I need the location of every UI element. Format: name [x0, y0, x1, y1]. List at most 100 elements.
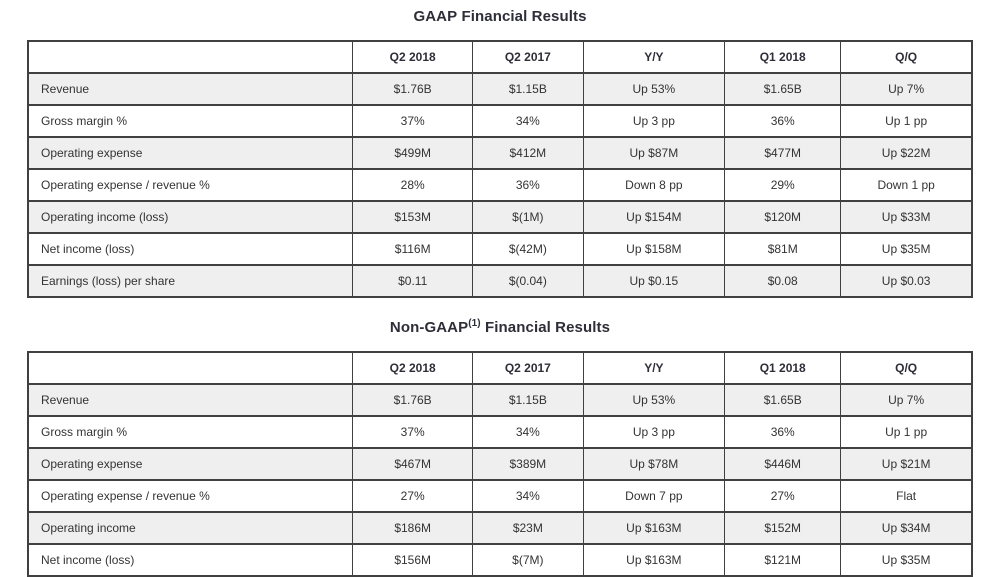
- row-label-header: [27, 351, 354, 385]
- value-cell: Down 8 pp: [582, 168, 726, 202]
- row-label: Operating income (loss): [27, 200, 354, 234]
- column-header: Q/Q: [840, 351, 973, 385]
- title-text: Financial Results: [457, 8, 587, 25]
- value-cell: $120M: [724, 200, 842, 234]
- value-cell: 34%: [472, 104, 584, 138]
- value-cell: 28%: [352, 168, 474, 202]
- value-cell: $152M: [724, 511, 842, 545]
- row-label-header: [27, 40, 354, 74]
- value-cell: 36%: [724, 104, 842, 138]
- row-label: Gross margin %: [27, 415, 354, 449]
- value-cell: Flat: [840, 479, 973, 513]
- table-row: Operating income (loss) $153M $(1M) Up $154…: [27, 200, 973, 234]
- value-cell: Up $78M: [582, 447, 726, 481]
- row-label: Net income (loss): [27, 232, 354, 266]
- value-cell: Up 53%: [582, 383, 726, 417]
- row-label: Operating expense: [27, 447, 354, 481]
- value-cell: $186M: [352, 511, 474, 545]
- column-header: Q/Q: [840, 40, 973, 74]
- value-cell: Up $154M: [582, 200, 726, 234]
- header-row: Q2 2018 Q2 2017 Y/Y Q1 2018 Q/Q: [27, 40, 973, 74]
- table-row: Gross margin % 37% 34% Up 3 pp 36% Up 1 pp: [27, 415, 973, 449]
- table-body: Revenue $1.76B $1.15B Up 53% $1.65B Up 7% Gros…: [27, 72, 973, 298]
- value-cell: $1.76B: [352, 72, 474, 106]
- table-row: Revenue $1.76B $1.15B Up 53% $1.65B Up 7%: [27, 72, 973, 106]
- non-gaap-table-title: Non-GAAP(1) Financial Results: [0, 319, 1000, 337]
- value-cell: 27%: [724, 479, 842, 513]
- row-label: Operating income: [27, 511, 354, 545]
- value-cell: 37%: [352, 415, 474, 449]
- table-row: Operating expense $499M $412M Up $87M $477M U…: [27, 136, 973, 170]
- table-row: Operating expense $467M $389M Up $78M $446M U…: [27, 447, 973, 481]
- value-cell: $(1M): [472, 200, 584, 234]
- value-cell: Up $158M: [582, 232, 726, 266]
- value-cell: Up 7%: [840, 72, 973, 106]
- column-header: Y/Y: [582, 40, 726, 74]
- gaap-table-title: GAAP Financial Results: [0, 8, 1000, 26]
- value-cell: $156M: [352, 543, 474, 577]
- value-cell: Up $0.15: [582, 264, 726, 298]
- row-label: Operating expense / revenue %: [27, 479, 354, 513]
- table-header: Q2 2018 Q2 2017 Y/Y Q1 2018 Q/Q: [27, 351, 973, 385]
- row-label: Operating expense / revenue %: [27, 168, 354, 202]
- value-cell: $116M: [352, 232, 474, 266]
- value-cell: Up 53%: [582, 72, 726, 106]
- value-cell: Up $35M: [840, 232, 973, 266]
- value-cell: $81M: [724, 232, 842, 266]
- value-cell: Up $21M: [840, 447, 973, 481]
- value-cell: $1.76B: [352, 383, 474, 417]
- table-row: Revenue $1.76B $1.15B Up 53% $1.65B Up 7%: [27, 383, 973, 417]
- table-row: Earnings (loss) per share $0.11 $(0.04) Up …: [27, 264, 973, 298]
- value-cell: 29%: [724, 168, 842, 202]
- value-cell: 27%: [352, 479, 474, 513]
- column-header: Q2 2017: [472, 40, 584, 74]
- row-label: Revenue: [27, 383, 354, 417]
- value-cell: $23M: [472, 511, 584, 545]
- title-text: Non-GAAP: [389, 319, 469, 336]
- column-header: Q1 2018: [724, 351, 842, 385]
- non-gaap-results-table: Q2 2018 Q2 2017 Y/Y Q1 2018 Q/Q Revenue $1.76…: [27, 351, 973, 577]
- value-cell: $1.15B: [472, 72, 584, 106]
- value-cell: $446M: [724, 447, 842, 481]
- value-cell: $(0.04): [472, 264, 584, 298]
- table-row: Net income (loss) $116M $(42M) Up $158M $81M…: [27, 232, 973, 266]
- header-row: Q2 2018 Q2 2017 Y/Y Q1 2018 Q/Q: [27, 351, 973, 385]
- value-cell: 34%: [472, 415, 584, 449]
- column-header: Q2 2018: [352, 351, 474, 385]
- column-header: Q2 2018: [352, 40, 474, 74]
- row-label: Gross margin %: [27, 104, 354, 138]
- value-cell: 36%: [724, 415, 842, 449]
- value-cell: Up $33M: [840, 200, 973, 234]
- value-cell: $477M: [724, 136, 842, 170]
- value-cell: Down 1 pp: [840, 168, 973, 202]
- value-cell: Up 1 pp: [840, 415, 973, 449]
- value-cell: $1.15B: [472, 383, 584, 417]
- value-cell: $1.65B: [724, 72, 842, 106]
- value-cell: $389M: [472, 447, 584, 481]
- title-superscript: (1): [468, 318, 481, 329]
- row-label: Operating expense: [27, 136, 354, 170]
- value-cell: Up $163M: [582, 511, 726, 545]
- value-cell: $0.08: [724, 264, 842, 298]
- title-text: GAAP: [413, 8, 458, 25]
- value-cell: $499M: [352, 136, 474, 170]
- value-cell: Up $22M: [840, 136, 973, 170]
- title-text: Financial Results: [480, 319, 611, 336]
- value-cell: $121M: [724, 543, 842, 577]
- gaap-results-table: Q2 2018 Q2 2017 Y/Y Q1 2018 Q/Q Revenue $1.76…: [27, 40, 973, 298]
- value-cell: 34%: [472, 479, 584, 513]
- row-label: Net income (loss): [27, 543, 354, 577]
- row-label: Revenue: [27, 72, 354, 106]
- table-body: Revenue $1.76B $1.15B Up 53% $1.65B Up 7% Gros…: [27, 383, 973, 577]
- table-header: Q2 2018 Q2 2017 Y/Y Q1 2018 Q/Q: [27, 40, 973, 74]
- value-cell: Up $163M: [582, 543, 726, 577]
- value-cell: $(7M): [472, 543, 584, 577]
- table-row: Net income (loss) $156M $(7M) Up $163M $121M…: [27, 543, 973, 577]
- table-row: Operating expense / revenue % 27% 34% Down …: [27, 479, 973, 513]
- value-cell: 37%: [352, 104, 474, 138]
- value-cell: $412M: [472, 136, 584, 170]
- value-cell: Up 1 pp: [840, 104, 973, 138]
- value-cell: $1.65B: [724, 383, 842, 417]
- row-label: Earnings (loss) per share: [27, 264, 354, 298]
